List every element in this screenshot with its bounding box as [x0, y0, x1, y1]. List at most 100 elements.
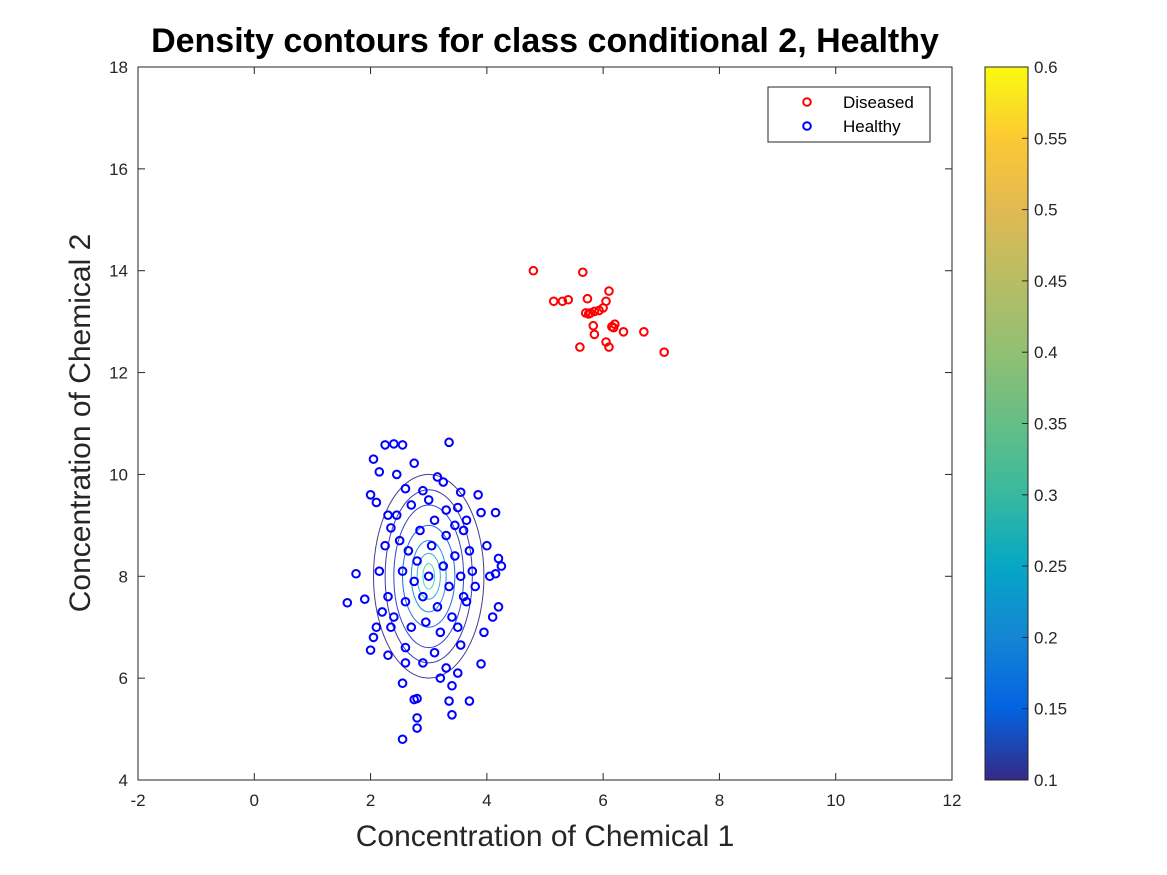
point-healthy: [438, 561, 449, 571]
point-healthy: [351, 568, 361, 579]
point-healthy: [479, 627, 489, 638]
point-healthy: [444, 696, 454, 706]
colorbar-gradient: [984, 66, 1029, 781]
point-diseased: [608, 322, 619, 333]
point-healthy: [435, 673, 446, 683]
point-healthy: [391, 469, 402, 480]
point-diseased: [618, 327, 629, 337]
point-healthy: [397, 440, 408, 450]
point-diseased: [583, 309, 594, 319]
point-healthy: [389, 439, 399, 449]
y-tick-label: 12: [109, 364, 128, 383]
legend-marker-diseased: [802, 97, 812, 107]
y-tick-label: 18: [109, 58, 128, 77]
point-diseased: [604, 286, 614, 296]
point-healthy: [412, 723, 422, 733]
x-tick-label: 8: [715, 791, 724, 810]
point-healthy: [496, 561, 507, 571]
point-healthy: [400, 483, 411, 494]
point-healthy: [493, 553, 504, 564]
point-healthy: [368, 632, 379, 643]
point-healthy: [391, 510, 402, 520]
point-healthy: [447, 612, 457, 622]
point-healthy: [432, 602, 443, 612]
point-diseased: [577, 267, 588, 278]
point-healthy: [377, 607, 388, 617]
point-diseased: [582, 293, 593, 304]
point-healthy: [383, 650, 393, 661]
series-diseased: [528, 265, 669, 358]
contour-line: [402, 524, 456, 628]
x-tick-label: 4: [482, 791, 491, 810]
y-tick-label: 8: [119, 567, 128, 586]
point-healthy: [359, 594, 370, 605]
x-tick-label: 2: [366, 791, 375, 810]
point-healthy: [441, 505, 451, 515]
point-healthy: [476, 507, 486, 518]
colorbar: 0.1 0.15 0.2 0.25 0.3 0.35 0.4 0.45 0.5 0.55 0.6: [984, 58, 1067, 790]
plot-area: [137, 66, 953, 781]
colorbar-tick-label: 0.1: [1034, 771, 1058, 790]
colorbar-tick-label: 0.2: [1034, 628, 1058, 647]
point-healthy: [450, 520, 460, 531]
point-healthy: [374, 566, 385, 576]
legend-label-healthy: Healthy: [843, 117, 901, 136]
point-healthy: [452, 668, 463, 678]
point-healthy: [444, 581, 454, 592]
point-healthy: [394, 535, 405, 546]
point-healthy: [461, 515, 472, 526]
contour-line: [410, 540, 447, 613]
point-healthy: [406, 500, 417, 510]
point-healthy: [467, 566, 478, 576]
point-healthy: [397, 566, 408, 576]
y-tick-label: 10: [109, 465, 128, 484]
point-healthy: [455, 487, 466, 498]
point-healthy: [365, 645, 376, 655]
legend-box: [767, 86, 931, 143]
point-healthy: [441, 530, 451, 541]
y-tick-label: 14: [109, 262, 128, 281]
point-healthy: [412, 693, 422, 704]
colorbar-tick-label: 0.15: [1034, 700, 1067, 719]
point-healthy: [487, 612, 498, 622]
point-healthy: [383, 510, 393, 520]
x-axis-label: Concentration of Chemical 1: [356, 820, 735, 853]
point-healthy: [386, 523, 396, 533]
point-healthy: [458, 591, 469, 602]
point-healthy: [400, 658, 411, 668]
colorbar-tick-label: 0.25: [1034, 557, 1067, 576]
colorbar-tick-label: 0.35: [1034, 415, 1067, 434]
point-healthy: [397, 678, 408, 689]
point-healthy: [371, 622, 382, 633]
axis-ticks: -2 0 2 4 6 8 10 12 4 6 8 10 12 14 16 18: [109, 58, 961, 810]
point-healthy: [409, 576, 419, 587]
x-tick-label: 12: [943, 791, 962, 810]
contour-line: [422, 563, 436, 590]
point-healthy: [429, 647, 440, 658]
point-healthy: [386, 622, 396, 633]
point-healthy: [421, 617, 431, 627]
scatter-series: [342, 265, 669, 745]
y-axis-label: Concentration of Chemical 2: [64, 234, 97, 613]
point-healthy: [438, 477, 449, 487]
point-healthy: [415, 525, 425, 536]
point-healthy: [368, 454, 379, 464]
contour-line: [372, 473, 485, 679]
x-tick-label: 10: [826, 791, 845, 810]
legend-label-diseased: Diseased: [843, 93, 914, 112]
point-diseased: [589, 329, 600, 340]
point-diseased: [598, 303, 608, 313]
point-healthy: [380, 540, 390, 551]
point-diseased: [557, 296, 568, 307]
point-healthy: [423, 571, 434, 582]
point-healthy: [412, 556, 422, 566]
colorbar-tick-label: 0.4: [1034, 343, 1058, 362]
point-healthy: [455, 640, 466, 650]
point-healthy: [423, 495, 434, 505]
point-healthy: [476, 659, 486, 669]
point-healthy: [389, 612, 399, 622]
legend: Diseased Healthy: [767, 86, 931, 143]
colorbar-tick-label: 0.6: [1034, 58, 1058, 77]
point-healthy: [371, 497, 382, 508]
x-tick-label: 6: [598, 791, 607, 810]
